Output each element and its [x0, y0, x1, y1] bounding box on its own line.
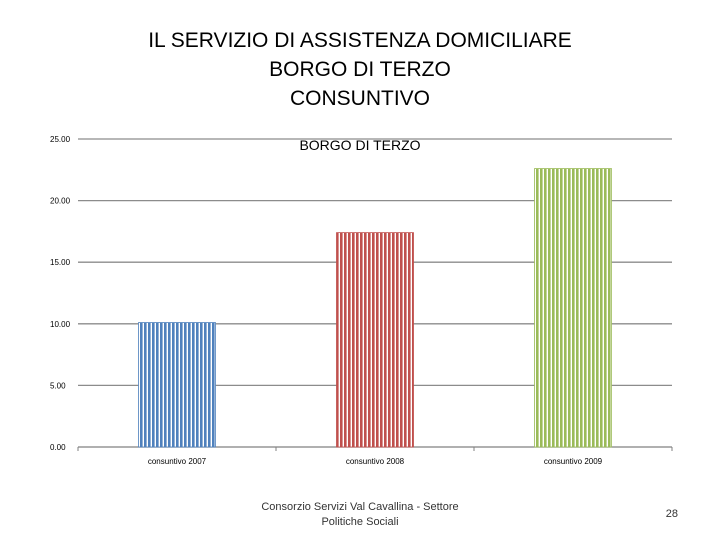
chart-title: BORGO DI TERZO: [299, 137, 420, 153]
bar: [336, 232, 414, 448]
y-tick-label: 5.00: [50, 381, 66, 390]
slide-title-line-1: IL SERVIZIO DI ASSISTENZA DOMICILIARE: [148, 29, 572, 52]
x-category-label: consuntivo 2007: [148, 457, 207, 466]
y-tick-label: 25.00: [50, 135, 71, 144]
footer-text: Consorzio Servizi Val Cavallina - Settor…: [261, 501, 459, 528]
slide-title-line-2: BORGO DI TERZO: [269, 58, 451, 81]
y-tick-label: 0.00: [50, 443, 66, 452]
y-tick-label: 15.00: [50, 258, 71, 267]
slide-title: IL SERVIZIO DI ASSISTENZA DOMICILIARE BO…: [60, 26, 660, 113]
slide-title-line-3: CONSUNTIVO: [289, 87, 430, 110]
bar: [138, 322, 216, 448]
y-tick-label: 10.00: [50, 320, 71, 329]
x-category-label: consuntivo 2008: [346, 457, 405, 466]
bar: [534, 168, 612, 448]
x-category-label: consuntivo 2009: [544, 457, 603, 466]
y-tick-label: 20.00: [50, 197, 71, 206]
page-number: 28: [665, 508, 678, 520]
